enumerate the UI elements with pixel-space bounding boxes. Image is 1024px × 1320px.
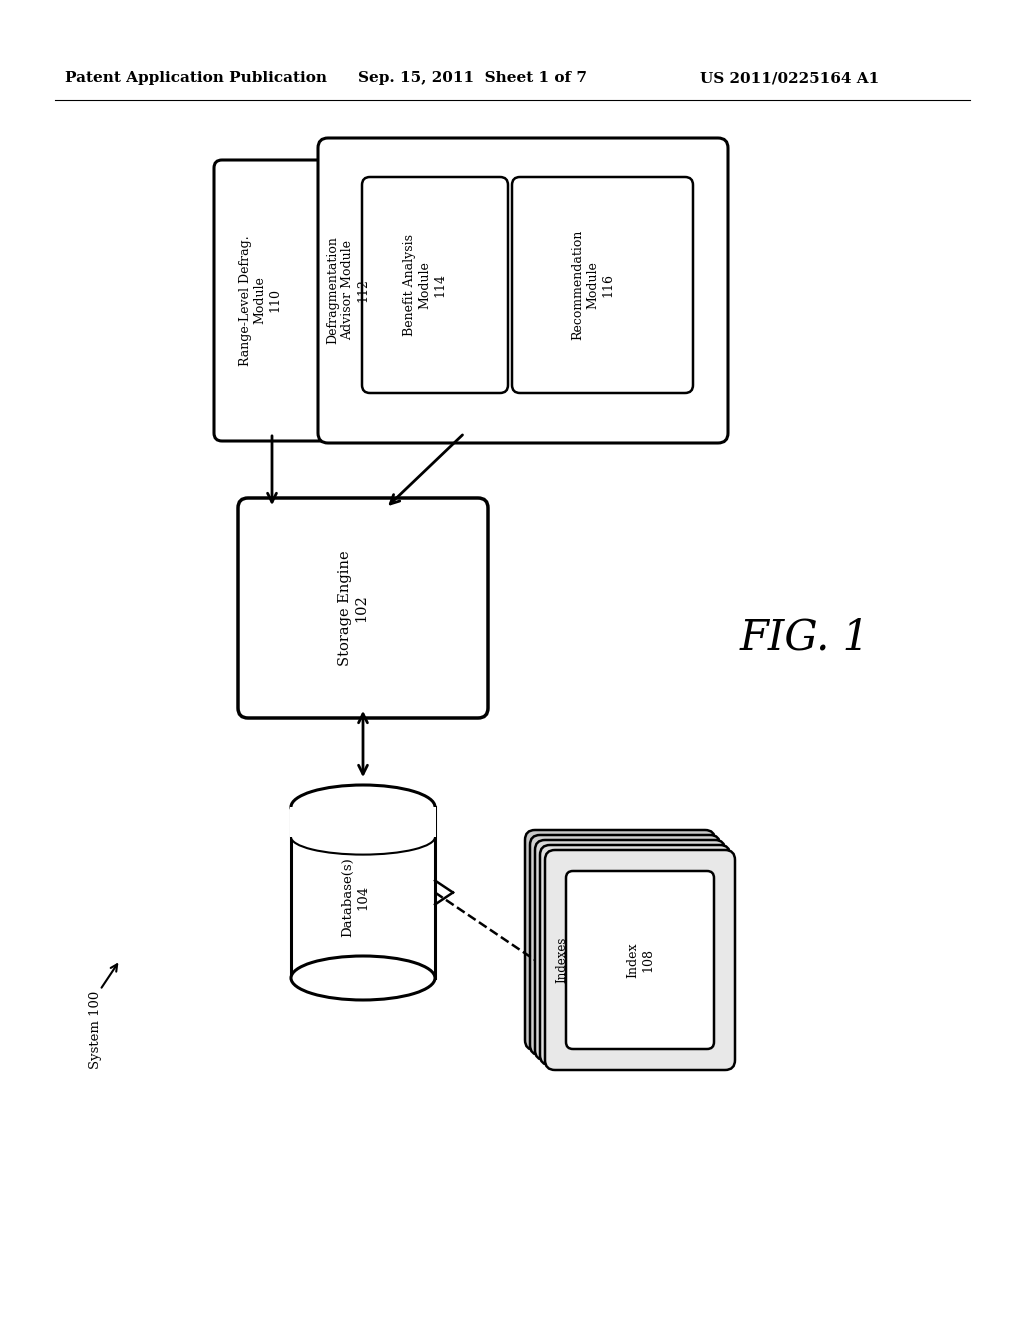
Text: Patent Application Publication: Patent Application Publication (65, 71, 327, 84)
Bar (290, 807, 436, 837)
Text: Range-Level Defrag.
Module
110: Range-Level Defrag. Module 110 (239, 235, 282, 366)
Ellipse shape (291, 785, 435, 829)
Text: Benefit Analysis
Module
114: Benefit Analysis Module 114 (403, 234, 446, 337)
Text: Index
108: Index 108 (626, 942, 654, 978)
FancyBboxPatch shape (512, 177, 693, 393)
Text: Defragmentation
Advisor Module
112: Defragmentation Advisor Module 112 (327, 236, 370, 345)
FancyBboxPatch shape (566, 871, 714, 1049)
Text: Database(s)
104: Database(s) 104 (341, 858, 369, 937)
FancyBboxPatch shape (214, 160, 330, 441)
FancyBboxPatch shape (545, 850, 735, 1071)
FancyBboxPatch shape (525, 830, 715, 1049)
Text: Recommendation
Module
116: Recommendation Module 116 (571, 230, 614, 341)
FancyBboxPatch shape (238, 498, 488, 718)
Ellipse shape (291, 820, 435, 854)
Text: FIG. 1: FIG. 1 (740, 616, 870, 659)
Text: Sep. 15, 2011  Sheet 1 of 7: Sep. 15, 2011 Sheet 1 of 7 (358, 71, 587, 84)
Ellipse shape (291, 956, 435, 1001)
FancyBboxPatch shape (318, 139, 728, 444)
Text: US 2011/0225164 A1: US 2011/0225164 A1 (700, 71, 880, 84)
Bar (291, 807, 435, 978)
FancyBboxPatch shape (540, 845, 730, 1065)
FancyBboxPatch shape (530, 836, 720, 1055)
Text: System 100: System 100 (88, 991, 101, 1069)
FancyBboxPatch shape (362, 177, 508, 393)
FancyBboxPatch shape (535, 840, 725, 1060)
Text: Indexes
106: Indexes 106 (555, 937, 583, 983)
Text: Storage Engine
102: Storage Engine 102 (338, 550, 368, 665)
